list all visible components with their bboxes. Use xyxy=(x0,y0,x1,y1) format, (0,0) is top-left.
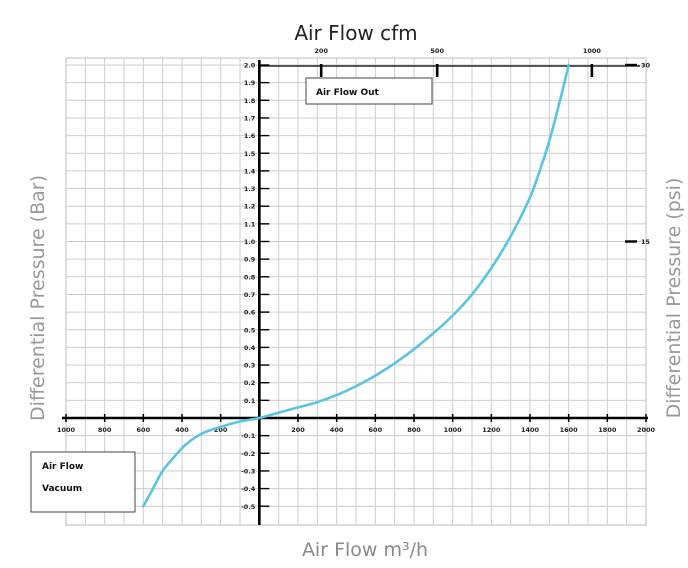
y-tick-label: 0.8 xyxy=(244,273,256,281)
y-tick-label: 1.1 xyxy=(244,220,256,228)
x-tick-label: 600 xyxy=(369,426,383,434)
y-tick-label: 1.5 xyxy=(244,150,256,158)
x-tick-label: 400 xyxy=(330,426,344,434)
x-tick-label: 800 xyxy=(98,426,112,434)
x-tick-label: 600 xyxy=(137,426,151,434)
y-tick-label: 0.7 xyxy=(244,291,256,299)
y-axis-label-right: Differential Pressure (psi) xyxy=(663,178,685,419)
annotation-box xyxy=(305,77,433,105)
y-tick-label: 1.4 xyxy=(244,167,256,175)
y-tick-label: 1.0 xyxy=(244,238,256,246)
x-tick-label: 1800 xyxy=(598,426,617,434)
x-tick-label: 800 xyxy=(407,426,421,434)
y-tick-label: -0.4 xyxy=(241,485,256,493)
grid-frame xyxy=(65,57,647,526)
y-tick-label: -0.5 xyxy=(241,503,256,511)
tick-labels: 1000 800 600 400 200 200 400 600 800 1000 1200 1400… xyxy=(57,47,656,511)
annotation-text: Air Flow xyxy=(42,462,83,472)
y-tick-label: -0.2 xyxy=(241,450,255,458)
y-tick-label: 2.0 xyxy=(244,62,256,70)
chart-title: Air Flow cfm xyxy=(294,21,417,45)
annotation-vacuum: Air Flow Vacuum xyxy=(30,451,136,513)
x-axis-label: Air Flow m³/h xyxy=(302,539,428,561)
x-tick-label: 200 xyxy=(214,426,228,434)
y-tick-label: 1.7 xyxy=(244,114,256,122)
right-tick-label: 30 xyxy=(641,62,651,70)
y-tick-label: 0.6 xyxy=(244,309,256,317)
x-tick-label: 1000 xyxy=(57,426,76,434)
y-tick-label: 0.3 xyxy=(244,362,256,370)
top-tick-label: 500 xyxy=(430,47,444,55)
annotation-box xyxy=(30,451,136,513)
x-tick-label: 1600 xyxy=(560,426,579,434)
y-tick-label: -0.3 xyxy=(241,467,255,475)
x-tick-label: 1400 xyxy=(521,426,540,434)
x-tick-label: 400 xyxy=(175,426,189,434)
y-tick-label: 1.9 xyxy=(244,79,256,87)
y-tick-label: 1.8 xyxy=(244,97,256,105)
top-tick-label: 200 xyxy=(314,47,328,55)
y-tick-label: 0.4 xyxy=(244,344,256,352)
y-tick-label: 1.2 xyxy=(244,203,256,211)
y-tick-label: 0.1 xyxy=(244,397,256,405)
x-tick-label: 2000 xyxy=(637,426,656,434)
y-tick-label: 1.6 xyxy=(244,132,256,140)
y-tick-label: 1.3 xyxy=(244,185,256,193)
annotation-text: Air Flow Out xyxy=(316,88,380,98)
y-tick-label: 0.9 xyxy=(244,256,256,264)
y-tick-label: 0.5 xyxy=(244,326,256,334)
series xyxy=(142,63,570,508)
x-tick-label: 200 xyxy=(291,426,305,434)
x-tick-label: 1200 xyxy=(482,426,501,434)
annotations: Air Flow Out Air Flow Vacuum xyxy=(30,77,433,513)
annotation-text: Vacuum xyxy=(42,484,82,494)
annotation-out: Air Flow Out xyxy=(305,77,433,105)
y-axis-label-left: Differential Pressure (Bar) xyxy=(27,175,49,421)
series-line xyxy=(142,63,570,508)
axes xyxy=(62,60,648,525)
y-tick-label: -0.1 xyxy=(241,432,256,440)
right-tick-label: 15 xyxy=(641,238,651,246)
top-tick-label: 1000 xyxy=(583,47,602,55)
x-tick-label: 1000 xyxy=(444,426,463,434)
y-tick-label: 0.2 xyxy=(244,379,256,387)
